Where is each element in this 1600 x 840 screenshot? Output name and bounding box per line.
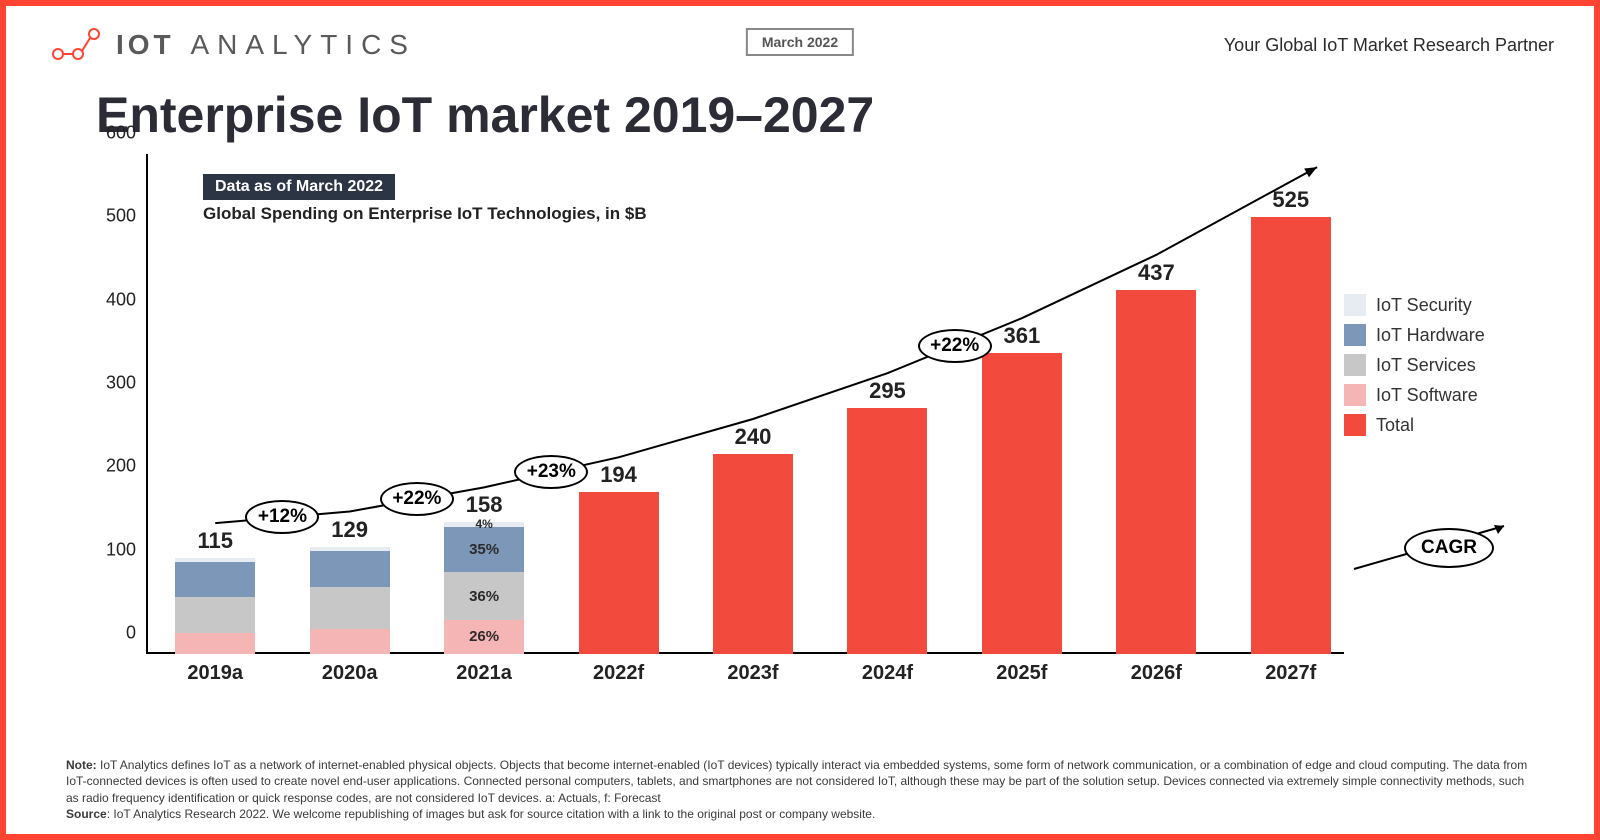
- y-tick: 500: [106, 206, 136, 227]
- seg-hardware: [310, 551, 390, 588]
- bar-total-label: 115: [197, 528, 233, 554]
- footer-note-text: IoT Analytics defines IoT as a network o…: [66, 758, 1527, 804]
- seg-total: [713, 454, 793, 654]
- legend-swatch: [1344, 414, 1366, 436]
- legend-label: IoT Software: [1376, 385, 1478, 406]
- chart-plot: Data as of March 2022 Global Spending on…: [146, 154, 1344, 654]
- cagr-legend: CAGR: [1344, 514, 1524, 584]
- bar-2025f: 3612025f: [982, 353, 1062, 654]
- bar-2027f: 5252027f: [1251, 217, 1331, 655]
- seg-total: [579, 492, 659, 654]
- footer-source-prefix: Source: [66, 807, 107, 821]
- legend-label: IoT Hardware: [1376, 325, 1485, 346]
- legend-label: IoT Services: [1376, 355, 1476, 376]
- x-category-label: 2022f: [593, 662, 644, 685]
- bar-2019a: 1152019a: [175, 558, 255, 654]
- legend-item-total: Total: [1344, 414, 1514, 436]
- bar-2024f: 2952024f: [847, 408, 927, 654]
- bar-2022f: 1942022f: [579, 492, 659, 654]
- cagr-legend-label: CAGR: [1404, 528, 1494, 568]
- legend-item-software: IoT Software: [1344, 384, 1514, 406]
- bar-total-label: 194: [600, 462, 637, 488]
- y-axis: 0100200300400500600: [86, 154, 136, 654]
- bar-total-label: 525: [1272, 187, 1309, 213]
- logo-text: IOT ANALYTICS: [116, 29, 416, 61]
- x-category-label: 2020a: [322, 662, 378, 685]
- x-category-label: 2024f: [862, 662, 913, 685]
- legend-label: IoT Security: [1376, 295, 1472, 316]
- x-category-label: 2026f: [1131, 662, 1182, 685]
- bar-total-label: 295: [869, 378, 906, 404]
- bar-total-label: 437: [1138, 260, 1175, 286]
- seg-total: [1251, 217, 1331, 655]
- seg-security: [310, 547, 390, 551]
- bar-total-label: 361: [1004, 323, 1041, 349]
- x-category-label: 2019a: [187, 662, 243, 685]
- tagline: Your Global IoT Market Research Partner: [1224, 35, 1554, 56]
- legend-swatch: [1344, 294, 1366, 316]
- legend-item-services: IoT Services: [1344, 354, 1514, 376]
- seg-services: [175, 597, 255, 634]
- logo-icon: [46, 24, 106, 66]
- chart-legend: IoT Security IoT Hardware IoT Services IoT …: [1344, 294, 1514, 444]
- footer-source-text: : IoT Analytics Research 2022. We welcom…: [107, 807, 876, 821]
- seg-software: [310, 629, 390, 654]
- bar-total-label: 158: [466, 492, 503, 518]
- seg-hardware: 35%: [444, 527, 524, 573]
- header: IOT ANALYTICS March 2022 Your Global IoT…: [6, 6, 1594, 66]
- chart: 0100200300400500600 Data as of March 202…: [96, 154, 1554, 694]
- y-tick: 0: [126, 623, 136, 644]
- data-as-of-badge: Data as of March 2022: [203, 174, 395, 200]
- bar-2020a: 1292020a: [310, 547, 390, 655]
- x-category-label: 2021a: [456, 662, 512, 685]
- page-title: Enterprise IoT market 2019–2027: [6, 66, 1594, 154]
- legend-swatch: [1344, 324, 1366, 346]
- legend-item-security: IoT Security: [1344, 294, 1514, 316]
- y-tick: 400: [106, 289, 136, 310]
- seg-total: [1116, 290, 1196, 654]
- legend-swatch: [1344, 384, 1366, 406]
- seg-hardware: [175, 562, 255, 597]
- footer-note: Note: IoT Analytics defines IoT as a net…: [66, 757, 1534, 822]
- bar-2021a: 26%36%35%4%1582021a: [444, 522, 524, 654]
- legend-swatch: [1344, 354, 1366, 376]
- date-badge: March 2022: [746, 28, 854, 56]
- growth-callout: +12%: [245, 500, 319, 534]
- growth-callout: +23%: [514, 455, 588, 489]
- y-tick: 600: [106, 123, 136, 144]
- growth-callout: +22%: [380, 482, 454, 516]
- seg-software: 26%: [444, 620, 524, 654]
- seg-services: [310, 587, 390, 629]
- y-tick: 100: [106, 539, 136, 560]
- seg-total: [982, 353, 1062, 654]
- chart-subtitle: Global Spending on Enterprise IoT Techno…: [203, 204, 647, 224]
- logo: IOT ANALYTICS: [46, 24, 416, 66]
- growth-callout: +22%: [918, 329, 992, 363]
- seg-security: [175, 558, 255, 561]
- bar-2023f: 2402023f: [713, 454, 793, 654]
- legend-item-hardware: IoT Hardware: [1344, 324, 1514, 346]
- bar-total-label: 240: [735, 424, 772, 450]
- x-category-label: 2023f: [727, 662, 778, 685]
- y-tick: 200: [106, 456, 136, 477]
- seg-security: 4%: [444, 522, 524, 526]
- x-category-label: 2027f: [1265, 662, 1316, 685]
- y-tick: 300: [106, 373, 136, 394]
- legend-label: Total: [1376, 415, 1414, 436]
- bar-total-label: 129: [331, 517, 368, 543]
- seg-software: [175, 633, 255, 654]
- x-category-label: 2025f: [996, 662, 1047, 685]
- footer-note-prefix: Note:: [66, 758, 97, 772]
- seg-services: 36%: [444, 572, 524, 620]
- seg-total: [847, 408, 927, 654]
- bar-2026f: 4372026f: [1116, 290, 1196, 654]
